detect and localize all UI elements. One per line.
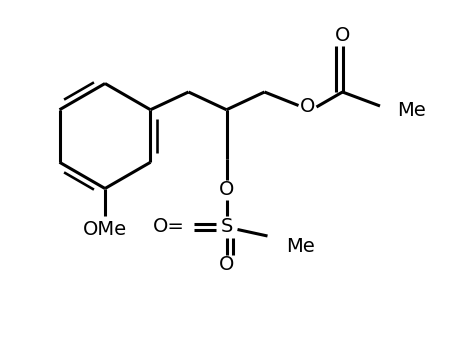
Text: O: O [219, 180, 234, 199]
Text: Me: Me [286, 237, 315, 256]
Text: S: S [220, 218, 233, 237]
Text: O: O [335, 26, 350, 45]
Text: OMe: OMe [83, 220, 127, 239]
Text: Me: Me [397, 101, 426, 120]
Text: O: O [219, 256, 234, 274]
Text: O=: O= [153, 218, 185, 237]
Text: O: O [300, 98, 315, 117]
